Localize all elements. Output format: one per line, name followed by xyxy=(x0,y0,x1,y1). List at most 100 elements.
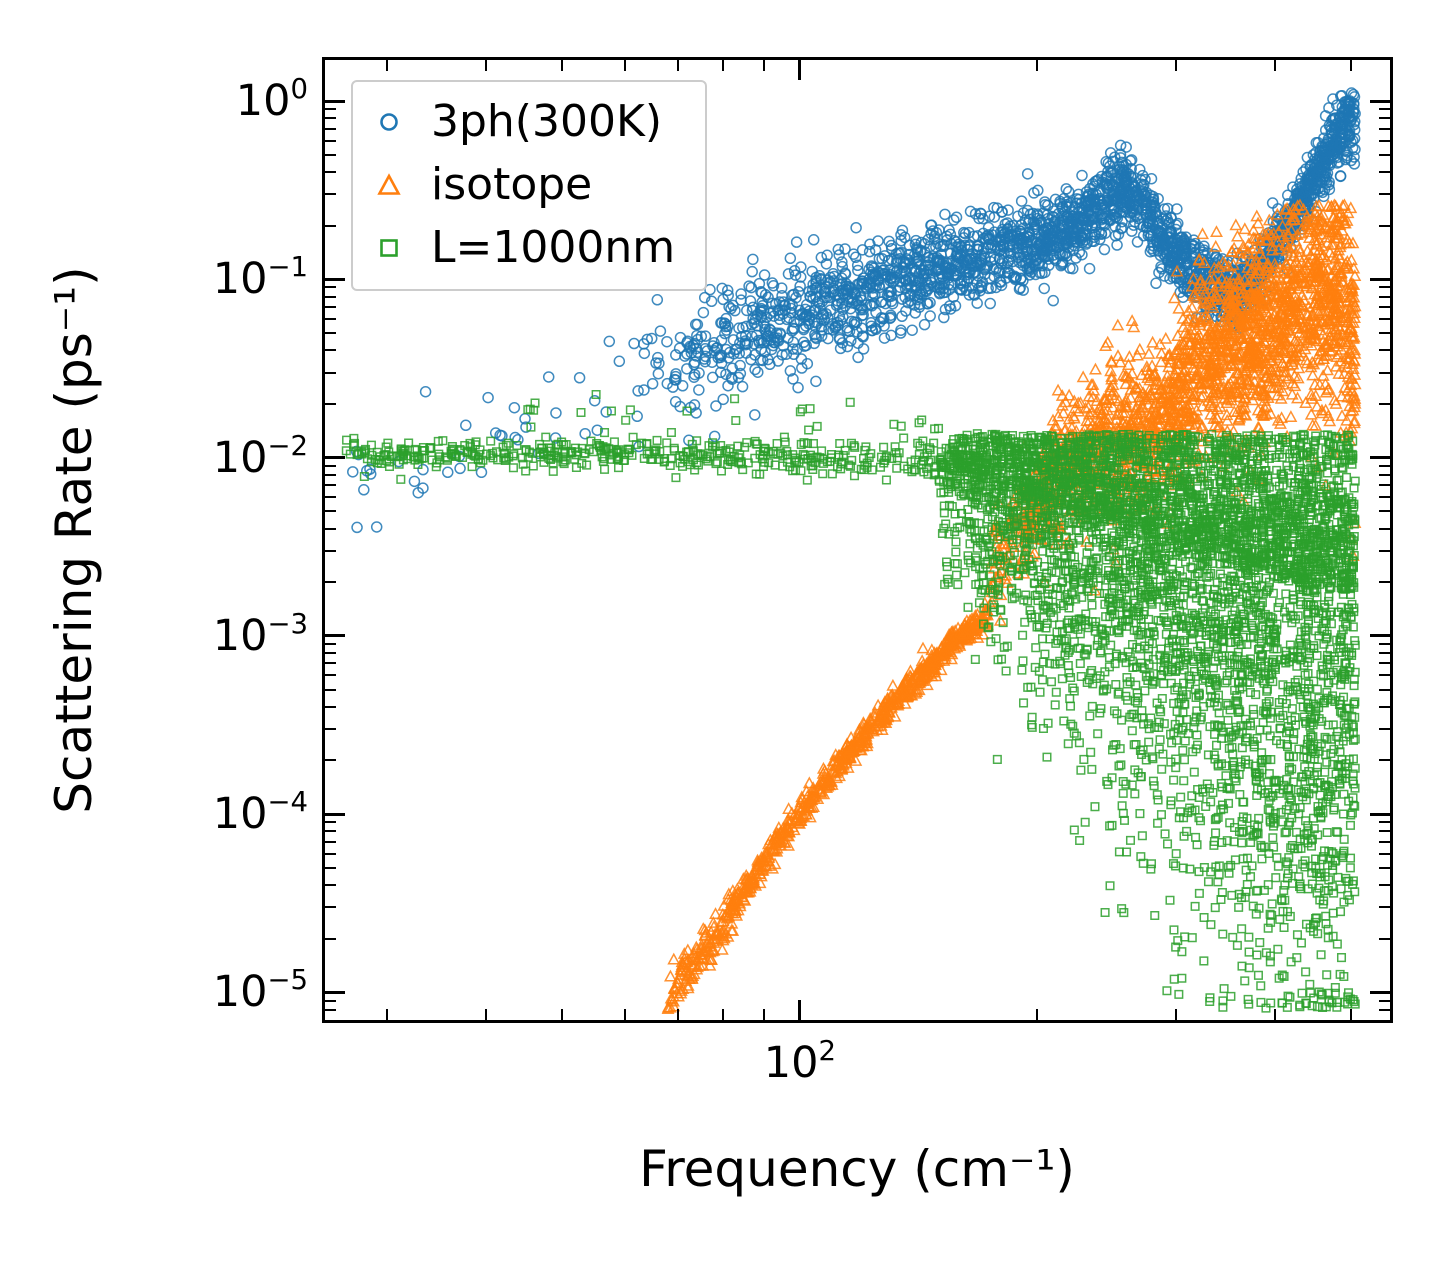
y-tick-minor xyxy=(325,153,336,156)
y-tick-minor xyxy=(1379,510,1390,513)
plot-area: 3ph(300K) isotope L=1000nm xyxy=(322,57,1393,1023)
y-tick-minor xyxy=(325,688,336,691)
y-tick-minor xyxy=(1379,108,1390,111)
x-tick-minor xyxy=(1350,1009,1353,1020)
y-tick-minor xyxy=(1379,652,1390,655)
y-tick-major xyxy=(325,812,345,816)
y-tick-minor xyxy=(1379,906,1390,909)
y-tick-major xyxy=(1370,812,1390,816)
y-tick-minor xyxy=(325,705,336,708)
y-tick-minor xyxy=(1379,402,1390,405)
x-tick-minor xyxy=(561,1009,564,1020)
x-tick-major xyxy=(798,60,802,80)
y-tick-minor xyxy=(325,527,336,530)
y-tick-minor xyxy=(1379,117,1390,120)
x-tick-minor xyxy=(386,1009,389,1020)
y-tick-minor xyxy=(325,224,336,227)
y-tick-minor xyxy=(1379,295,1390,298)
y-tick-minor xyxy=(325,139,336,142)
x-tick-minor xyxy=(561,60,564,71)
y-tick-minor xyxy=(325,728,336,731)
y-tick-major xyxy=(1370,456,1390,460)
y-tick-minor xyxy=(1379,527,1390,530)
y-tick-minor xyxy=(1379,840,1390,843)
legend-triangle-icon xyxy=(371,167,407,203)
y-tick-minor xyxy=(1379,317,1390,320)
y-tick-major xyxy=(1370,634,1390,638)
y-tick-label: 10−4 xyxy=(212,786,308,840)
y-tick-minor xyxy=(325,821,336,824)
y-tick-minor xyxy=(1379,549,1390,552)
y-tick-minor xyxy=(1379,193,1390,196)
x-tick-minor xyxy=(762,60,765,71)
y-tick-label: 10−3 xyxy=(212,607,308,661)
x-axis-label: Frequency (cm⁻¹) xyxy=(639,1140,1075,1198)
y-tick-minor xyxy=(1379,127,1390,130)
y-tick-minor xyxy=(325,549,336,552)
y-tick-minor xyxy=(1379,332,1390,334)
y-tick-minor xyxy=(325,906,336,909)
y-tick-minor xyxy=(1379,728,1390,731)
y-tick-label: 10−5 xyxy=(212,964,308,1018)
y-tick-minor xyxy=(325,759,336,762)
legend-square-icon xyxy=(371,230,407,266)
y-tick-minor xyxy=(1379,759,1390,762)
y-tick-minor xyxy=(325,581,336,584)
y-tick-minor xyxy=(1379,937,1390,940)
y-tick-minor xyxy=(325,464,336,467)
y-tick-minor xyxy=(1379,705,1390,708)
y-tick-minor xyxy=(325,999,336,1002)
x-tick-label: 102 xyxy=(763,1034,836,1088)
y-tick-minor xyxy=(1379,139,1390,142)
y-tick-minor xyxy=(1379,1008,1390,1011)
x-tick-minor xyxy=(484,1009,487,1020)
x-tick-minor xyxy=(623,60,626,71)
y-tick-major xyxy=(325,99,345,103)
y-tick-minor xyxy=(325,830,336,833)
x-tick-minor xyxy=(623,1009,626,1020)
y-tick-minor xyxy=(325,108,336,111)
y-tick-minor xyxy=(1379,852,1390,855)
legend-label: 3ph(300K) xyxy=(431,96,662,147)
y-tick-minor xyxy=(1379,153,1390,156)
x-tick-minor xyxy=(484,60,487,71)
y-tick-minor xyxy=(1379,688,1390,691)
y-tick-minor xyxy=(325,840,336,843)
y-tick-major xyxy=(1370,277,1390,281)
y-tick-major xyxy=(325,277,345,281)
x-tick-minor xyxy=(1036,60,1039,71)
y-tick-minor xyxy=(325,349,336,352)
y-tick-minor xyxy=(1379,349,1390,352)
y-tick-minor xyxy=(325,402,336,405)
y-tick-minor xyxy=(325,127,336,130)
y-tick-minor xyxy=(1379,821,1390,824)
y-tick-minor xyxy=(325,305,336,308)
y-tick-minor xyxy=(1379,999,1390,1002)
y-tick-minor xyxy=(325,473,336,476)
y-tick-major xyxy=(325,456,345,460)
y-tick-minor xyxy=(325,674,336,677)
y-tick-minor xyxy=(325,171,336,174)
y-tick-minor xyxy=(1379,305,1390,308)
y-tick-minor xyxy=(1379,866,1390,869)
y-tick-minor xyxy=(1379,371,1390,374)
x-tick-minor xyxy=(386,60,389,71)
legend-label: isotope xyxy=(431,159,593,210)
x-tick-minor xyxy=(1273,1009,1276,1020)
y-tick-minor xyxy=(325,484,336,487)
y-tick-minor xyxy=(325,295,336,298)
y-tick-minor xyxy=(1379,473,1390,476)
y-tick-minor xyxy=(325,496,336,499)
y-tick-minor xyxy=(325,286,336,289)
y-tick-minor xyxy=(1379,643,1390,646)
y-tick-minor xyxy=(325,643,336,646)
y-tick-minor xyxy=(325,662,336,665)
y-tick-minor xyxy=(325,332,336,334)
y-tick-minor xyxy=(1379,484,1390,487)
y-tick-minor xyxy=(1379,286,1390,289)
y-tick-minor xyxy=(325,510,336,513)
legend-entry-boundary: L=1000nm xyxy=(371,220,675,275)
y-tick-minor xyxy=(325,193,336,196)
legend-label: L=1000nm xyxy=(431,222,676,273)
